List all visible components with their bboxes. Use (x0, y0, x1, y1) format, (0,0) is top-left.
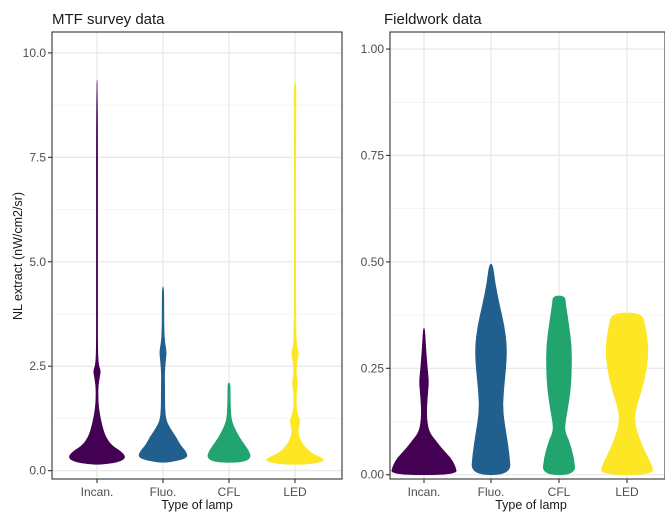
violin-fieldwork-fluo (471, 263, 511, 476)
y-tick-label: 0.25 (361, 361, 385, 375)
violin-mtf-fluo (138, 286, 188, 463)
violins-fieldwork (391, 263, 654, 476)
violin-mtf-incan (69, 79, 125, 465)
panel-frame-fieldwork (389, 31, 665, 480)
y-tick-label: 0.50 (361, 255, 385, 269)
panel-fieldwork: Fieldwork data 0.00 0.25 0.50 0.75 1.00 Incan… (361, 11, 665, 512)
y-tick-label: 5.0 (29, 255, 46, 269)
panel-frame-mtf (51, 31, 343, 480)
y-tick-label: 0.0 (29, 464, 46, 478)
violin-fieldwork-incan (391, 327, 457, 476)
axis-ticks-mtf: 0.0 2.5 5.0 7.5 10.0 Incan. Fluo. CFL LED (23, 46, 307, 499)
x-tick-label: LED (283, 485, 307, 499)
violin-mtf-cfl (207, 382, 251, 463)
y-tick-label: 10.0 (23, 46, 47, 60)
x-tick-label: LED (615, 485, 639, 499)
y-tick-label: 0.00 (361, 468, 385, 482)
y-axis-title-mtf: NL extract (nW/cm2/sr) (11, 192, 25, 320)
violin-fieldwork-led (600, 312, 654, 476)
violin-fieldwork-cfl (543, 295, 575, 476)
y-tick-label: 1.00 (361, 42, 385, 56)
panel-title-fieldwork: Fieldwork data (384, 11, 482, 28)
axis-ticks-fieldwork: 0.00 0.25 0.50 0.75 1.00 Incan. Fluo. CFL LED (361, 42, 639, 499)
x-tick-label: Fluo. (150, 485, 177, 499)
x-axis-title-mtf: Type of lamp (161, 498, 233, 512)
y-tick-label: 2.5 (29, 359, 46, 373)
x-tick-label: Incan. (408, 485, 441, 499)
x-tick-label: Fluo. (478, 485, 505, 499)
y-tick-label: 0.75 (361, 148, 385, 162)
x-tick-label: Incan. (81, 485, 114, 499)
x-tick-label: CFL (218, 485, 241, 499)
y-tick-label: 7.5 (29, 150, 46, 164)
x-tick-label: CFL (548, 485, 571, 499)
violin-mtf-led (266, 81, 324, 465)
grid-fieldwork (390, 32, 665, 479)
panel-title-mtf: MTF survey data (52, 11, 165, 28)
violins-mtf (69, 79, 324, 465)
panel-mtf-survey: MTF survey data 0.0 2.5 5.0 7.5 10.0 Incan. Fl… (11, 11, 343, 512)
x-axis-title-fieldwork: Type of lamp (495, 498, 567, 512)
